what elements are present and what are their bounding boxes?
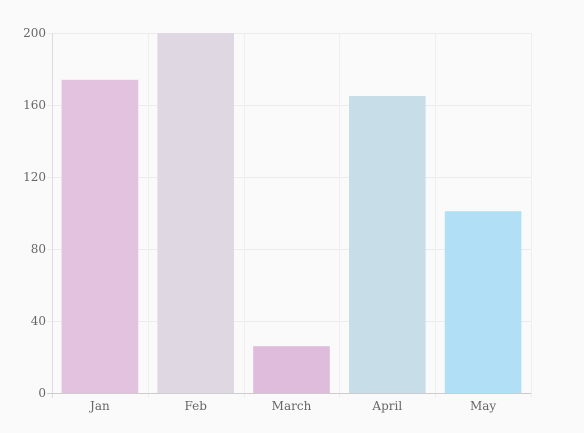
y-tick-label: 0: [38, 386, 46, 400]
y-tick-labels: 0 40 80 120 160 200: [23, 26, 46, 400]
bars: [61, 33, 522, 394]
bar-feb[interactable]: [157, 33, 235, 393]
y-tick-label: 80: [31, 242, 46, 256]
x-tick-label: March: [272, 399, 312, 413]
y-tick-label: 120: [23, 170, 46, 184]
x-tick-label: May: [470, 399, 496, 413]
x-tick-label: Feb: [184, 399, 207, 413]
x-tick-label: April: [371, 399, 402, 413]
y-tick-label: 200: [23, 26, 46, 40]
bar-jan[interactable]: [61, 79, 139, 394]
bar-may[interactable]: [444, 211, 522, 393]
y-tick-label: 160: [23, 98, 46, 112]
x-tick-labels: Jan Feb March April May: [88, 399, 496, 413]
bar-april[interactable]: [348, 96, 426, 393]
x-tick-label: Jan: [88, 399, 110, 413]
bar-march[interactable]: [253, 346, 330, 393]
y-tick-label: 40: [31, 314, 46, 328]
